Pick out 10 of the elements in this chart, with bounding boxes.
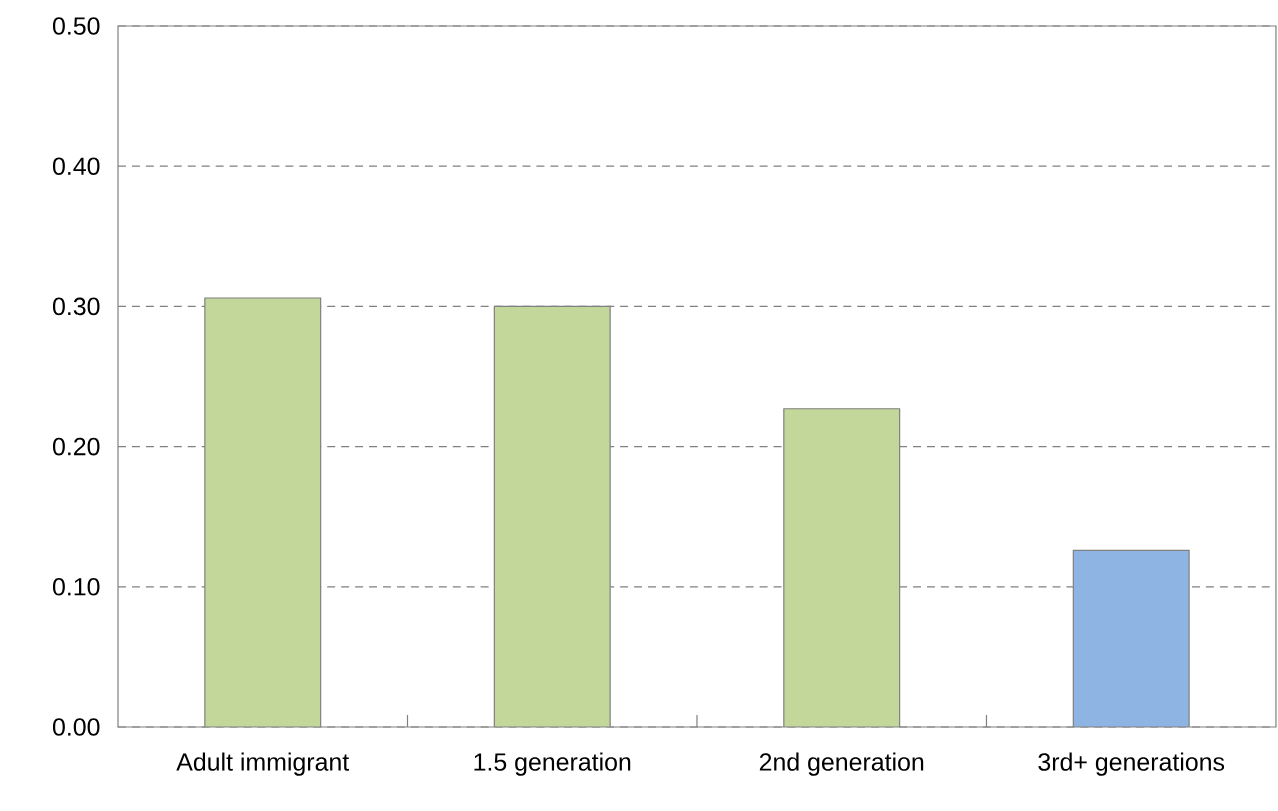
x-tick-label: 1.5 generation bbox=[474, 752, 631, 776]
y-tick-label: 0.40 bbox=[52, 157, 100, 176]
y-tick-label: 0.20 bbox=[52, 437, 100, 456]
y-tick-label: 0.30 bbox=[52, 297, 100, 316]
x-tick-label: 2nd generation bbox=[759, 752, 924, 776]
y-tick-label: 0.50 bbox=[52, 17, 100, 35]
y-tick-label: 0.00 bbox=[52, 718, 100, 736]
x-tick-label: Adult immigrant bbox=[176, 752, 350, 776]
x-tick-label: 3rd+ generations bbox=[1038, 752, 1225, 776]
y-tick-label: 0.10 bbox=[52, 577, 100, 596]
